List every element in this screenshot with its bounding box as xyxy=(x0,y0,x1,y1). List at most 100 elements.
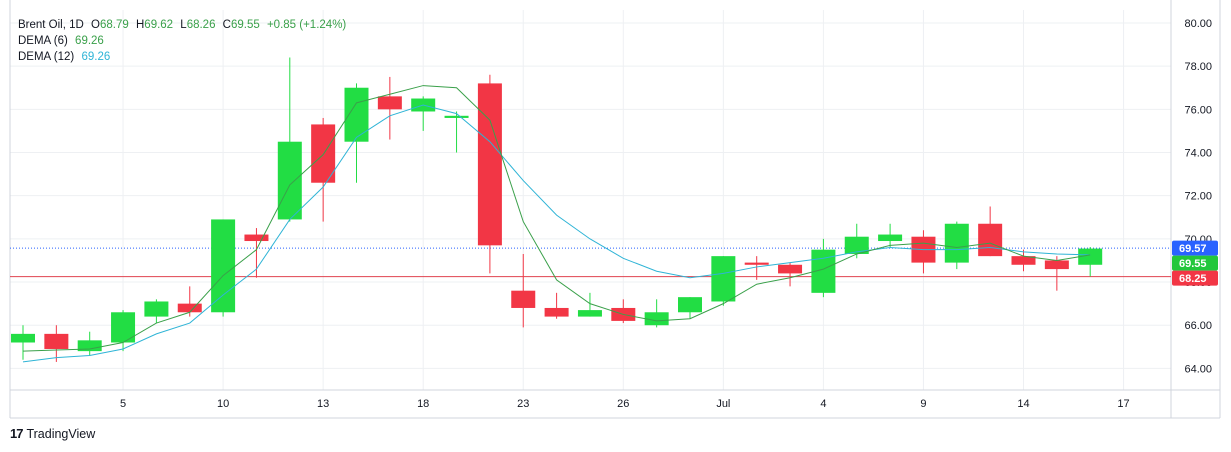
x-tick-label: 14 xyxy=(1017,398,1029,410)
candle-body xyxy=(44,333,69,349)
candle-down[interactable] xyxy=(544,292,569,319)
candle-body xyxy=(644,312,669,326)
x-tick-label: 13 xyxy=(317,398,329,410)
ohlc-low-value: 68.26 xyxy=(186,19,216,31)
chart-legend: Brent Oil, 1D O68.79 H69.62 L68.26 C69.5… xyxy=(18,17,346,65)
candle-body xyxy=(544,307,569,317)
indicator-row-dema6[interactable]: DEMA (6) 69.26 xyxy=(18,33,346,49)
candle-down[interactable] xyxy=(477,74,502,274)
candle-up[interactable] xyxy=(711,256,736,306)
price-axis[interactable]: 80.0078.0076.0074.0072.0070.0068.0066.00… xyxy=(1184,18,1212,375)
symbol-row[interactable]: Brent Oil, 1D O68.79 H69.62 L68.26 C69.5… xyxy=(18,19,347,31)
x-tick-label: 9 xyxy=(920,398,926,410)
candles[interactable] xyxy=(11,57,1103,362)
candle-body xyxy=(878,234,903,242)
price-lines xyxy=(10,247,1171,278)
candle-down[interactable] xyxy=(511,253,536,328)
candle-body xyxy=(377,96,402,110)
candle-up[interactable] xyxy=(144,299,169,324)
indicator-row-dema12[interactable]: DEMA (12) 69.26 xyxy=(18,49,346,65)
x-tick-label: 17 xyxy=(1117,398,1129,410)
candle-up[interactable] xyxy=(211,219,236,317)
candle-up[interactable] xyxy=(844,223,869,259)
price-tag-label: 69.55 xyxy=(1179,258,1207,270)
y-tick-label: 66.00 xyxy=(1184,320,1212,332)
candle-up[interactable] xyxy=(644,299,669,328)
candle-body xyxy=(1078,248,1103,265)
candle-body xyxy=(1044,260,1069,270)
candle-down[interactable] xyxy=(778,262,803,287)
y-tick-label: 80.00 xyxy=(1184,18,1212,30)
interval-label[interactable]: 1D xyxy=(69,19,84,31)
grid xyxy=(10,10,1171,390)
indicator-value: 69.26 xyxy=(75,35,104,47)
ohlc-close-label: C xyxy=(222,19,231,31)
x-tick-label: 10 xyxy=(217,398,229,410)
candle-body xyxy=(477,83,502,246)
candle-down[interactable] xyxy=(377,76,402,140)
indicator-label[interactable]: DEMA (12) xyxy=(18,51,75,63)
dema-6-line xyxy=(22,85,1091,352)
candle-down[interactable] xyxy=(744,256,769,280)
candle-body xyxy=(211,219,236,313)
price-tags: 69.57 69.55 68.25 xyxy=(1172,240,1218,286)
indicator-value: 69.26 xyxy=(81,51,111,63)
candle-body xyxy=(177,303,202,313)
price-tag-bg xyxy=(1172,240,1218,256)
symbol-name[interactable]: Brent Oil xyxy=(18,19,63,31)
candle-body xyxy=(344,87,369,142)
candle-up[interactable] xyxy=(344,83,369,183)
candle-up[interactable] xyxy=(11,325,35,360)
ohlc-close-value: 69.55 xyxy=(230,19,260,31)
candle-body xyxy=(978,223,1003,257)
candle-up[interactable] xyxy=(577,292,602,317)
candle-up[interactable] xyxy=(811,238,836,298)
candle-up[interactable] xyxy=(878,223,903,248)
ohlc-high-label: H xyxy=(135,19,145,31)
candle-down[interactable] xyxy=(978,206,1003,257)
candle-body xyxy=(711,256,736,302)
candle-up[interactable] xyxy=(77,331,102,356)
x-tick-label: 4 xyxy=(820,398,826,410)
candle-body xyxy=(778,264,803,274)
ohlc-low-label: L xyxy=(180,19,187,31)
time-axis[interactable]: 5 10 13 18 23 26 Jul 4 9 14 17 xyxy=(120,398,1130,410)
candle-down[interactable] xyxy=(1011,249,1036,272)
price-tag-bg xyxy=(1172,270,1218,286)
candle-up[interactable] xyxy=(444,111,469,153)
candle-up[interactable] xyxy=(678,297,702,319)
candle-body xyxy=(277,141,302,220)
dema-12-line xyxy=(22,104,1091,363)
indicator-label[interactable]: DEMA (6) xyxy=(18,35,68,47)
candle-down[interactable] xyxy=(911,230,936,274)
y-tick-label: 64.00 xyxy=(1184,363,1212,375)
x-tick-label: 23 xyxy=(517,398,529,410)
candle-down[interactable] xyxy=(44,325,69,362)
candle-up[interactable] xyxy=(411,96,436,131)
tradingview-logo-icon: 17 xyxy=(10,426,24,441)
candle-down[interactable] xyxy=(311,117,336,222)
candle-body xyxy=(678,297,702,313)
price-tag-label: 69.57 xyxy=(1179,243,1207,255)
tradingview-name: TradingView xyxy=(26,426,96,441)
x-tick-label: 18 xyxy=(417,398,429,410)
candle-down[interactable] xyxy=(1044,256,1069,291)
candle-down[interactable] xyxy=(244,228,269,278)
dema-lines xyxy=(22,85,1091,363)
candle-body xyxy=(11,333,35,343)
x-tick-label: 5 xyxy=(120,398,126,410)
y-tick-label: 74.00 xyxy=(1184,148,1212,160)
price-tag: 69.55 xyxy=(1172,255,1218,271)
tradingview-branding[interactable]: 17 TradingView xyxy=(10,426,95,441)
candle-body xyxy=(944,223,969,263)
price-tag-label: 68.25 xyxy=(1179,273,1207,285)
chart-frame xyxy=(9,0,1221,419)
candle-body xyxy=(444,115,469,118)
y-tick-label: 78.00 xyxy=(1184,61,1212,73)
candle-body xyxy=(511,290,536,308)
candle-body xyxy=(311,124,336,183)
candle-up[interactable] xyxy=(277,57,302,222)
candle-up[interactable] xyxy=(1078,247,1103,277)
candle-up[interactable] xyxy=(944,221,969,270)
